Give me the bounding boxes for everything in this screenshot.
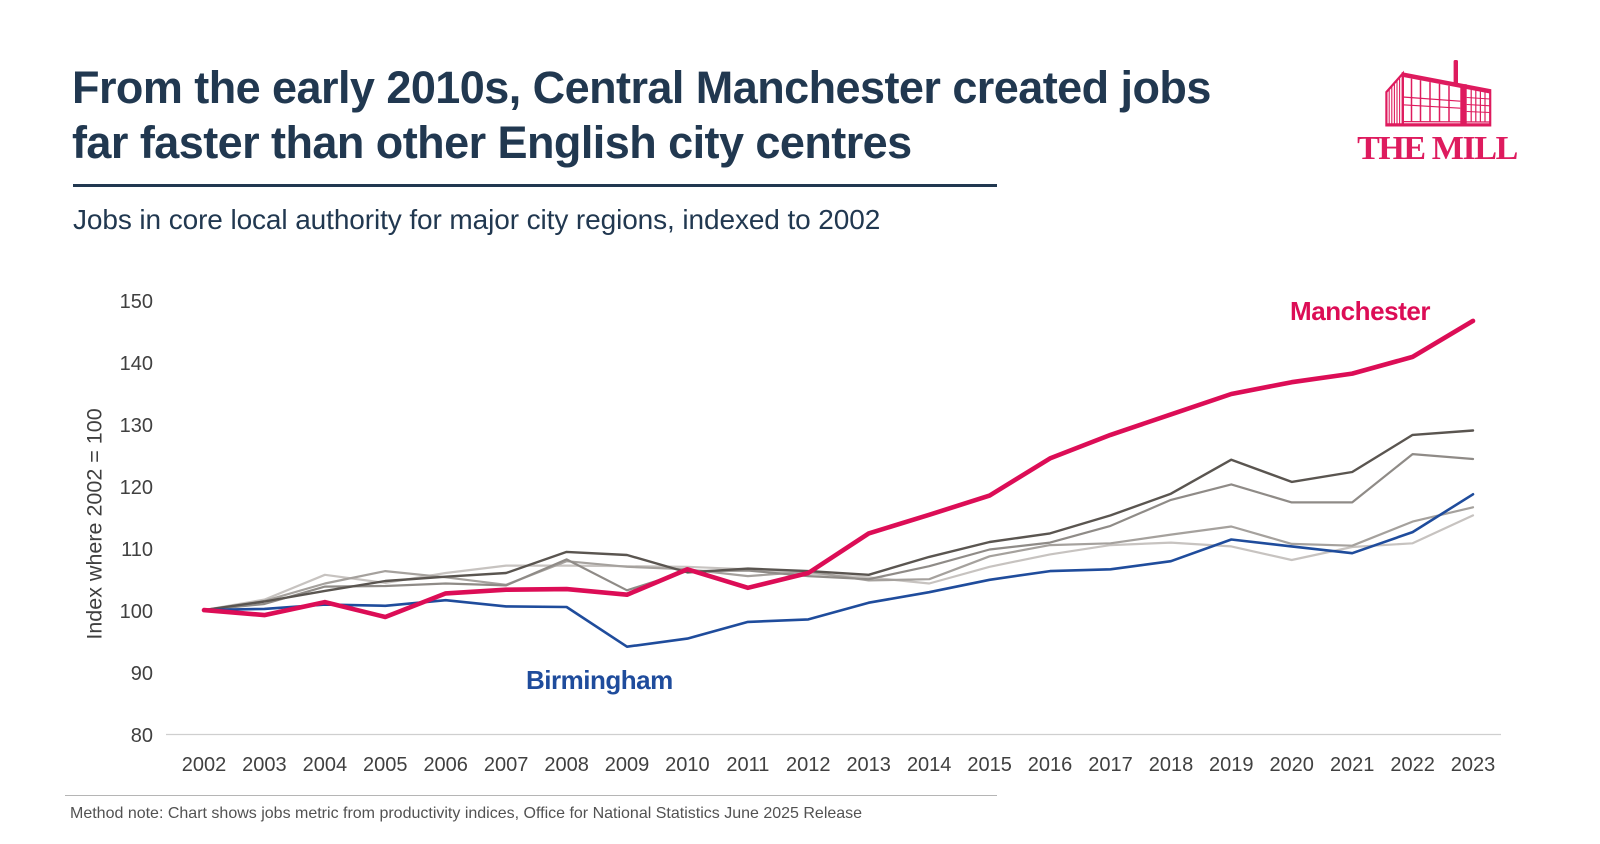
svg-text:THE MILL: THE MILL bbox=[1357, 130, 1518, 167]
